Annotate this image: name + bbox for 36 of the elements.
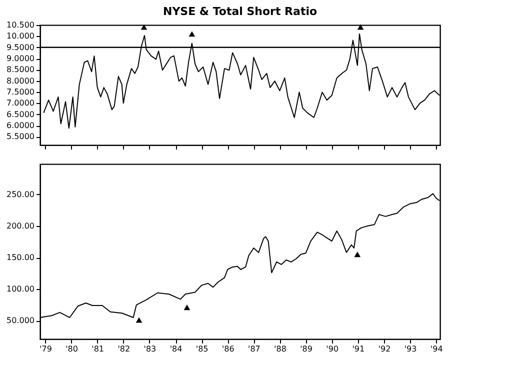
x-tick-label: '83 bbox=[144, 344, 156, 354]
chart-title: NYSE & Total Short Ratio bbox=[162, 5, 318, 18]
y-tick-label: 150.00 bbox=[6, 253, 34, 262]
point bbox=[354, 252, 361, 258]
x-tick-label: '90 bbox=[326, 344, 339, 354]
y-tick-label: 6.5000 bbox=[6, 110, 34, 119]
x-tick-label: '80 bbox=[66, 344, 78, 354]
y-tick-label: 200.00 bbox=[6, 221, 34, 230]
x-tick-label: '79 bbox=[40, 344, 52, 354]
x-tick-label: '84 bbox=[170, 344, 182, 354]
y-tick-label: 100.00 bbox=[6, 284, 34, 294]
x-tick-label: '87 bbox=[248, 344, 260, 354]
point bbox=[136, 317, 142, 323]
y-tick-label: 8.5000 bbox=[6, 65, 34, 74]
y-tick-label: 9.5000 bbox=[6, 42, 34, 52]
y-tick-label: 50.000 bbox=[6, 316, 34, 326]
x-tick-label: '92 bbox=[378, 344, 391, 354]
point bbox=[184, 304, 190, 310]
x-tick-label: '88 bbox=[274, 344, 286, 354]
x-tick-label: '91 bbox=[352, 344, 365, 354]
x-tick-label: '82 bbox=[118, 344, 130, 354]
y-tick-label: 250.00 bbox=[6, 190, 34, 199]
y-tick-label: 8.0000 bbox=[6, 76, 34, 86]
x-tick-label: '81 bbox=[92, 344, 104, 354]
x-tick-label: '89 bbox=[300, 344, 312, 354]
y-tick-label: 6.0000 bbox=[6, 121, 34, 130]
y-tick-label: 9.0000 bbox=[6, 54, 34, 64]
y-tick-label: 10.000 bbox=[6, 32, 34, 41]
y-tick-label: 7.0000 bbox=[6, 98, 34, 108]
y-tick-label: 10.500 bbox=[6, 20, 34, 30]
x-tick-label: '94 bbox=[430, 344, 443, 354]
y-tick-label: 7.5000 bbox=[6, 88, 34, 97]
x-tick-label: '93 bbox=[404, 344, 417, 354]
y-tick-label: 5.5000 bbox=[6, 132, 34, 142]
x-tick-label: '86 bbox=[222, 344, 234, 354]
x-tick-label: '85 bbox=[196, 344, 208, 354]
